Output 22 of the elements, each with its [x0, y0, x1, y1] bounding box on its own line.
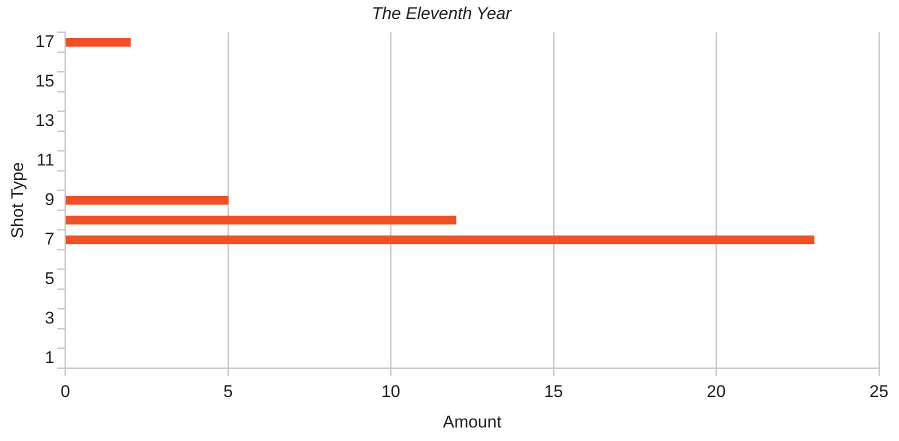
y-tick-label: 15 — [35, 71, 54, 90]
chart-title: The Eleventh Year — [372, 4, 513, 23]
y-tick-label: 9 — [44, 190, 54, 209]
x-tick-label: 25 — [870, 382, 888, 402]
bar — [66, 235, 814, 244]
x-tick-label: 15 — [544, 382, 563, 402]
y-tick-label: 11 — [36, 150, 54, 170]
x-axis-title: Amount — [442, 412, 502, 432]
y-tick-label: 1 — [44, 348, 54, 368]
x-tick-label: 20 — [706, 382, 726, 402]
y-tick-label: 7 — [44, 229, 54, 248]
bar — [66, 216, 456, 224]
y-tick-label: 3 — [44, 308, 54, 328]
x-tick-label: 10 — [381, 382, 400, 402]
y-tick-label: 13 — [35, 110, 54, 130]
y-axis-title: Shot Type — [8, 162, 27, 238]
bar — [66, 38, 131, 47]
bar — [66, 196, 228, 205]
y-tick-label: 5 — [44, 269, 54, 288]
y-tick-label: 17 — [35, 32, 54, 51]
x-tick-label: 0 — [60, 382, 70, 402]
x-tick-label: 5 — [223, 382, 233, 402]
